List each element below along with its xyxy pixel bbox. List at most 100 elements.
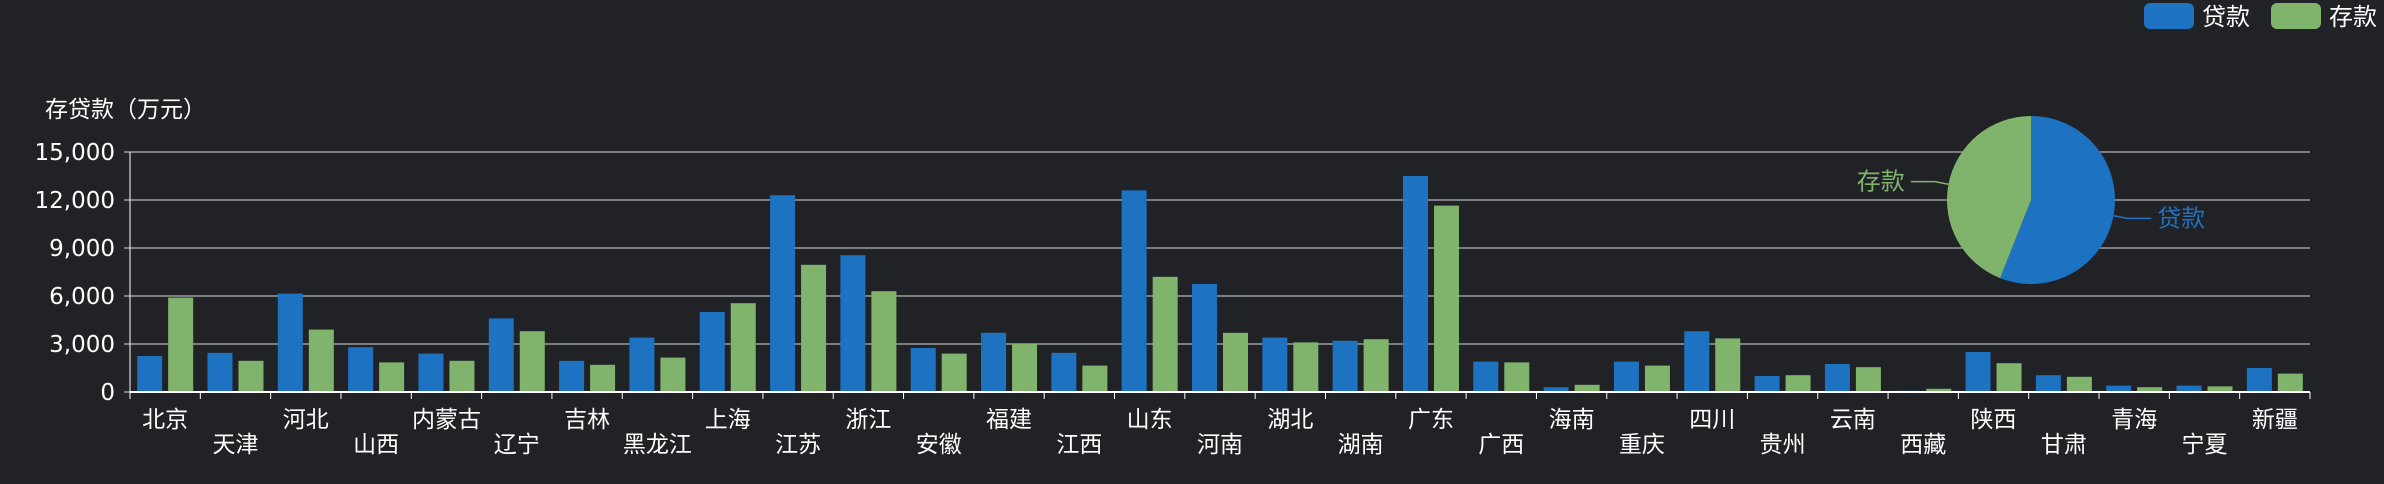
bar-loan[interactable] xyxy=(629,337,655,392)
x-tick-label: 重庆 xyxy=(1619,432,1665,458)
x-tick-label: 青海 xyxy=(2111,407,2157,433)
x-tick-label: 辽宁 xyxy=(494,432,540,458)
bar-deposit[interactable] xyxy=(2277,373,2303,392)
bar-loan[interactable] xyxy=(559,360,585,392)
x-tick-label: 江西 xyxy=(1056,432,1102,458)
x-tick-label: 山西 xyxy=(353,432,399,458)
bar-deposit[interactable] xyxy=(941,353,967,392)
bar-loan[interactable] xyxy=(1121,190,1147,392)
bar-deposit[interactable] xyxy=(1785,375,1811,392)
x-tick-label: 陕西 xyxy=(1971,407,2017,433)
bar-loan[interactable] xyxy=(488,318,514,392)
bar-loan[interactable] xyxy=(418,353,444,392)
x-tick-label: 山东 xyxy=(1127,407,1173,433)
bar-loan[interactable] xyxy=(1824,364,1850,392)
bar-deposit[interactable] xyxy=(1082,365,1108,392)
bar-loan[interactable] xyxy=(277,293,303,392)
x-tick-label: 福建 xyxy=(986,407,1032,433)
bar-deposit[interactable] xyxy=(1363,339,1389,392)
x-tick-label: 云南 xyxy=(1830,407,1876,433)
bar-loan[interactable] xyxy=(1332,340,1358,392)
bar-deposit[interactable] xyxy=(308,329,334,392)
pie-label-loan: 贷款 xyxy=(2157,204,2205,232)
x-tick-label: 黑龙江 xyxy=(623,432,692,458)
pie-slice-loan[interactable] xyxy=(2000,116,2115,285)
gridlines xyxy=(130,151,2310,345)
bar-loan[interactable] xyxy=(348,347,374,392)
x-tick-label: 湖北 xyxy=(1267,407,1313,433)
bar-loan[interactable] xyxy=(1543,387,1569,392)
x-tick-label: 河南 xyxy=(1197,432,1243,458)
x-tick-label: 内蒙古 xyxy=(412,407,481,433)
legend: 贷款 存款 xyxy=(2144,3,2377,31)
bar-deposit[interactable] xyxy=(1926,388,1952,392)
bar-loan[interactable] xyxy=(1192,284,1217,392)
bar-loan[interactable] xyxy=(2035,375,2061,392)
bar-deposit[interactable] xyxy=(449,360,475,392)
bar-deposit[interactable] xyxy=(1223,332,1248,392)
bar-loan[interactable] xyxy=(981,332,1007,392)
x-tick-label: 北京 xyxy=(142,407,188,433)
x-tick-label: 甘肃 xyxy=(2041,432,2087,458)
bar-loan[interactable] xyxy=(1613,361,1639,392)
bar-deposit[interactable] xyxy=(1152,276,1178,392)
bar-deposit[interactable] xyxy=(238,360,264,392)
bar-deposit[interactable] xyxy=(379,362,405,392)
bar-loan[interactable] xyxy=(2246,368,2272,392)
legend-swatch-loan[interactable] xyxy=(2144,3,2194,29)
bar-loan[interactable] xyxy=(1754,376,1780,392)
y-tick-label: 15,000 xyxy=(35,140,115,166)
pie-leader-deposit xyxy=(1910,180,1949,185)
bar-loan[interactable] xyxy=(770,195,796,392)
bar-deposit[interactable] xyxy=(660,357,686,392)
bar-deposit[interactable] xyxy=(590,364,616,392)
bar-deposit[interactable] xyxy=(2207,386,2233,392)
legend-label-loan[interactable]: 贷款 xyxy=(2202,3,2250,31)
bar-loan[interactable] xyxy=(699,312,725,392)
bar-loan[interactable] xyxy=(1684,331,1710,392)
bar-deposit[interactable] xyxy=(1644,365,1670,392)
bar-deposit[interactable] xyxy=(871,291,897,392)
bar-deposit[interactable] xyxy=(1504,362,1530,392)
bar-loan[interactable] xyxy=(137,356,163,392)
legend-swatch-deposit[interactable] xyxy=(2271,3,2321,29)
x-tick-label: 天津 xyxy=(212,432,258,458)
y-tick-label: 12,000 xyxy=(35,188,115,214)
bar-loan[interactable] xyxy=(1965,352,1991,392)
bar-deposit[interactable] xyxy=(1715,338,1741,392)
x-tick-label: 广西 xyxy=(1478,432,1524,458)
bar-loan[interactable] xyxy=(2106,385,2132,392)
bar-deposit[interactable] xyxy=(519,331,545,392)
bar-deposit[interactable] xyxy=(1293,342,1319,392)
bar-deposit[interactable] xyxy=(2137,387,2163,392)
bar-deposit[interactable] xyxy=(1433,205,1459,392)
bar-loan[interactable] xyxy=(1473,361,1499,392)
bar-loan[interactable] xyxy=(2176,385,2202,392)
bar-deposit[interactable] xyxy=(801,264,827,392)
y-tick-label: 9,000 xyxy=(49,236,115,262)
bar-deposit[interactable] xyxy=(730,303,756,392)
bar-loan[interactable] xyxy=(1051,352,1077,392)
bar-loan[interactable] xyxy=(910,348,936,392)
bar-loan[interactable] xyxy=(1262,337,1288,392)
pie-slice-deposit[interactable] xyxy=(1947,116,2031,279)
y-axis-ticks: 0 3,000 6,000 9,000 12,000 15,000 xyxy=(35,140,130,406)
bar-deposit[interactable] xyxy=(1012,344,1038,392)
bar-loan[interactable] xyxy=(1402,176,1428,392)
bar-loan[interactable] xyxy=(207,352,233,392)
bar-deposit[interactable] xyxy=(1996,363,2022,392)
x-tick-label: 河北 xyxy=(283,407,329,433)
y-axis-title: 存贷款（万元） xyxy=(45,97,206,123)
x-tick-label: 宁夏 xyxy=(2182,432,2228,458)
y-tick-label: 3,000 xyxy=(49,332,115,358)
legend-label-deposit[interactable]: 存款 xyxy=(2329,3,2377,31)
x-tick-label: 江苏 xyxy=(775,432,821,458)
bar-deposit[interactable] xyxy=(1574,384,1600,392)
pie-chart: 贷款 存款 xyxy=(1857,116,2205,285)
bar-deposit[interactable] xyxy=(168,297,194,392)
bar-deposit[interactable] xyxy=(2066,376,2092,392)
x-tick-label: 贵州 xyxy=(1760,432,1806,458)
bar-deposit[interactable] xyxy=(1855,367,1881,392)
bar-loan[interactable] xyxy=(840,255,866,392)
